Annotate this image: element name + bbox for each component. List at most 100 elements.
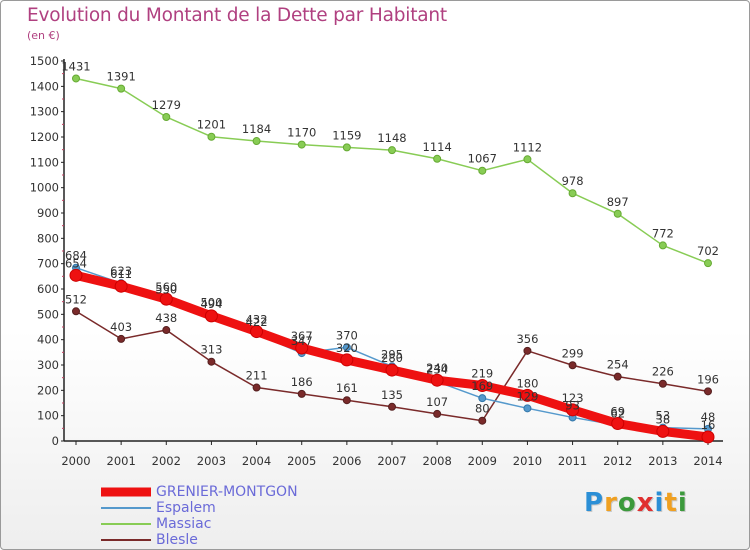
data-label: 295 <box>381 347 403 361</box>
data-point <box>159 292 173 306</box>
data-label: 234 <box>426 363 448 377</box>
y-tick-label: 600 <box>37 282 59 296</box>
y-tick-label: 1500 <box>30 54 59 68</box>
x-tick-label: 2013 <box>648 454 677 468</box>
data-point <box>340 353 354 367</box>
data-point <box>114 279 128 293</box>
y-tick-label: 0 <box>52 434 59 448</box>
y-tick-label: 500 <box>37 307 59 321</box>
data-label: 186 <box>291 375 313 389</box>
x-tick-label: 2008 <box>423 454 452 468</box>
data-point <box>162 112 171 121</box>
data-label: 135 <box>381 388 403 402</box>
x-tick-label: 2006 <box>332 454 361 468</box>
data-point <box>658 379 667 388</box>
data-point <box>704 387 712 396</box>
data-point <box>117 334 126 343</box>
y-tick-label: 800 <box>37 231 59 245</box>
data-point <box>342 396 351 405</box>
data-label: 80 <box>475 402 490 416</box>
data-label: 226 <box>652 365 674 379</box>
data-point <box>433 409 442 418</box>
data-point <box>72 74 80 83</box>
data-label: 313 <box>200 343 222 357</box>
data-label: 438 <box>155 311 177 325</box>
data-label: 161 <box>336 381 358 395</box>
data-point <box>385 363 399 377</box>
data-point <box>478 416 487 425</box>
data-label: 1170 <box>287 126 316 140</box>
legend-swatch <box>101 539 151 541</box>
data-point <box>162 326 171 335</box>
series-blesle <box>72 307 712 425</box>
data-point <box>568 361 577 370</box>
data-label: 240 <box>426 361 448 375</box>
legend-swatch <box>101 523 151 525</box>
data-point <box>475 379 489 393</box>
data-point <box>613 209 622 218</box>
data-point <box>478 394 487 403</box>
data-label: 560 <box>155 280 177 294</box>
data-point <box>658 241 667 250</box>
data-point <box>207 132 216 141</box>
data-label: 48 <box>701 410 716 424</box>
y-ticks: 0 100 200 300 400 500 600 700 800 900 1000 1100 1200… <box>30 54 64 448</box>
y-tick-label: 300 <box>37 358 59 372</box>
data-point <box>388 402 396 411</box>
data-label: 219 <box>471 367 493 381</box>
x-tick-label: 2004 <box>242 454 271 468</box>
data-label: 347 <box>291 334 313 348</box>
legend-item: Espalem <box>101 500 431 516</box>
data-point <box>252 383 261 392</box>
data-label: 1184 <box>242 122 271 136</box>
legend-item: Blesle <box>101 532 431 548</box>
legend-swatch <box>101 487 151 497</box>
data-point <box>388 146 396 155</box>
data-label: 320 <box>336 341 358 355</box>
data-point <box>295 341 309 355</box>
legend-label: Massiac <box>156 516 212 532</box>
y-tick-label: 1400 <box>30 79 59 93</box>
legend-label: Blesle <box>156 532 198 548</box>
data-label: 1391 <box>107 70 136 84</box>
x-tick-label: 2002 <box>152 454 181 468</box>
data-point <box>613 372 622 381</box>
legend-item: GRENIER-MONTGON <box>101 484 431 500</box>
data-point <box>523 404 532 413</box>
unit-label: (en €) <box>27 29 60 42</box>
data-label: 280 <box>381 351 403 365</box>
data-label: 254 <box>607 358 629 372</box>
y-tick-label: 100 <box>37 409 59 423</box>
data-point <box>520 388 534 402</box>
data-label: 494 <box>200 297 222 311</box>
y-tick-label: 1000 <box>30 181 59 195</box>
data-label: 367 <box>291 329 313 343</box>
y-tick-label: 1100 <box>30 155 59 169</box>
data-label: 1112 <box>513 140 542 154</box>
data-point <box>523 155 532 164</box>
data-point <box>701 430 715 444</box>
data-label: 702 <box>697 244 719 258</box>
data-point <box>207 357 216 366</box>
x-tick-label: 2000 <box>61 454 90 468</box>
chart-legend: GRENIER-MONTGON Espalem Massiac Blesle <box>101 484 431 548</box>
data-point <box>523 346 532 355</box>
data-point <box>656 424 670 438</box>
data-label: 684 <box>65 249 87 263</box>
y-tick-label: 900 <box>37 206 59 220</box>
data-label: 299 <box>562 346 584 360</box>
data-point <box>69 268 83 282</box>
legend-label: GRENIER-MONTGON <box>156 484 298 500</box>
data-label: 69 <box>610 405 625 419</box>
series-massiac <box>72 74 712 268</box>
x-tick-label: 2014 <box>693 454 722 468</box>
data-label: 1201 <box>197 118 226 132</box>
data-label: 978 <box>562 174 584 188</box>
data-label: 62 <box>610 406 625 420</box>
proxiti-logo: Proxiti <box>584 488 688 518</box>
data-label: 180 <box>516 376 538 390</box>
x-tick-label: 2001 <box>107 454 136 468</box>
data-label: 169 <box>471 379 493 393</box>
